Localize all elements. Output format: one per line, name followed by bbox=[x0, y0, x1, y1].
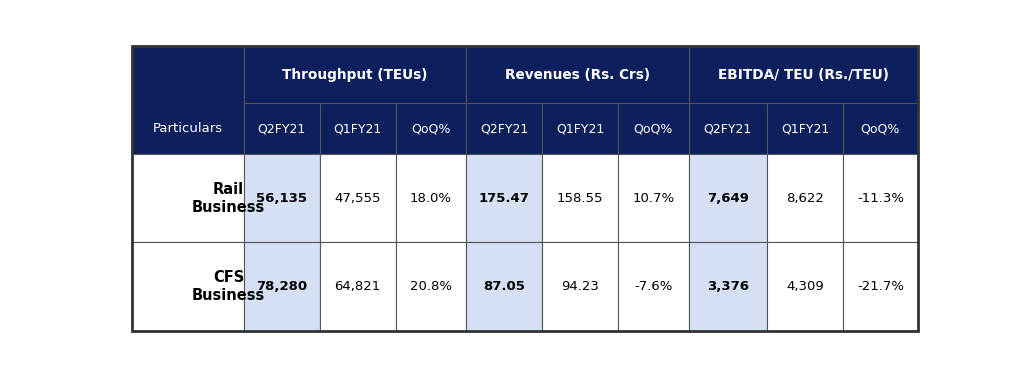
Text: 47,555: 47,555 bbox=[335, 192, 381, 205]
Text: Revenues (Rs. Crs): Revenues (Rs. Crs) bbox=[505, 68, 650, 82]
Bar bbox=[244, 242, 319, 330]
Bar bbox=[688, 46, 918, 103]
Bar bbox=[396, 242, 466, 330]
Text: QoQ%: QoQ% bbox=[412, 122, 451, 135]
Bar bbox=[132, 242, 244, 330]
Bar bbox=[396, 103, 466, 154]
Text: 10.7%: 10.7% bbox=[633, 192, 675, 205]
Text: 158.55: 158.55 bbox=[557, 192, 603, 205]
Text: QoQ%: QoQ% bbox=[634, 122, 673, 135]
Bar bbox=[688, 154, 767, 242]
Bar bbox=[466, 46, 688, 103]
Bar bbox=[466, 103, 542, 154]
Text: 4,309: 4,309 bbox=[786, 280, 824, 293]
Bar bbox=[396, 154, 466, 242]
Text: Rail
Business: Rail Business bbox=[191, 182, 265, 214]
Text: Q1FY21: Q1FY21 bbox=[781, 122, 829, 135]
Bar bbox=[319, 242, 396, 330]
Text: 20.8%: 20.8% bbox=[410, 280, 452, 293]
Bar bbox=[132, 154, 244, 242]
Text: 18.0%: 18.0% bbox=[410, 192, 452, 205]
Bar bbox=[767, 242, 843, 330]
Bar bbox=[542, 154, 618, 242]
Bar bbox=[843, 103, 918, 154]
Text: Q2FY21: Q2FY21 bbox=[480, 122, 528, 135]
Bar bbox=[767, 103, 843, 154]
Text: Q1FY21: Q1FY21 bbox=[334, 122, 382, 135]
Bar bbox=[466, 242, 542, 330]
Bar bbox=[688, 242, 767, 330]
Bar bbox=[618, 154, 688, 242]
Text: 87.05: 87.05 bbox=[483, 280, 525, 293]
Text: 94.23: 94.23 bbox=[561, 280, 599, 293]
Text: CFS
Business: CFS Business bbox=[191, 270, 265, 303]
Bar bbox=[319, 154, 396, 242]
Bar bbox=[319, 103, 396, 154]
Text: Throughput (TEUs): Throughput (TEUs) bbox=[283, 68, 428, 82]
Text: Q2FY21: Q2FY21 bbox=[257, 122, 306, 135]
Bar bbox=[244, 46, 466, 103]
Text: QoQ%: QoQ% bbox=[861, 122, 900, 135]
Text: 7,649: 7,649 bbox=[707, 192, 749, 205]
Text: 64,821: 64,821 bbox=[335, 280, 381, 293]
Bar bbox=[466, 154, 542, 242]
Bar bbox=[688, 103, 767, 154]
Text: -7.6%: -7.6% bbox=[634, 280, 673, 293]
Bar bbox=[618, 103, 688, 154]
Text: 56,135: 56,135 bbox=[256, 192, 307, 205]
Bar bbox=[767, 154, 843, 242]
Text: Particulars: Particulars bbox=[153, 122, 223, 135]
Bar bbox=[244, 154, 319, 242]
Text: 78,280: 78,280 bbox=[256, 280, 307, 293]
Bar bbox=[132, 46, 244, 154]
Text: -11.3%: -11.3% bbox=[857, 192, 904, 205]
Bar bbox=[843, 242, 918, 330]
Text: 3,376: 3,376 bbox=[707, 280, 749, 293]
Text: 8,622: 8,622 bbox=[786, 192, 824, 205]
Bar bbox=[244, 103, 319, 154]
Text: Q1FY21: Q1FY21 bbox=[556, 122, 604, 135]
Text: -21.7%: -21.7% bbox=[857, 280, 904, 293]
Bar bbox=[618, 242, 688, 330]
Bar bbox=[843, 154, 918, 242]
Text: 175.47: 175.47 bbox=[478, 192, 529, 205]
Text: Q2FY21: Q2FY21 bbox=[703, 122, 752, 135]
Bar bbox=[542, 103, 618, 154]
Bar bbox=[542, 242, 618, 330]
Text: EBITDA/ TEU (Rs./TEU): EBITDA/ TEU (Rs./TEU) bbox=[718, 68, 889, 82]
